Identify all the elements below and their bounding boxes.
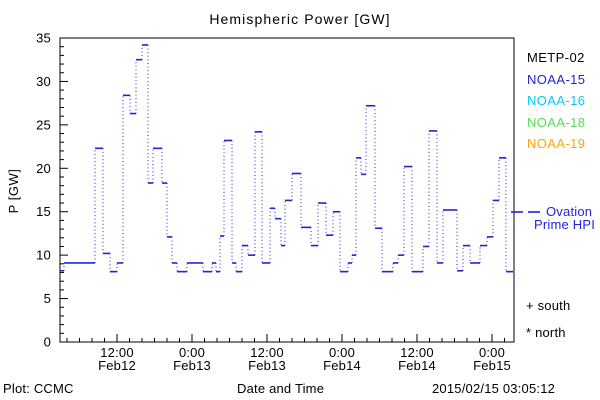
y-tick-label: 15 — [36, 204, 51, 219]
x-tick-time-label: 12:00 — [400, 345, 434, 360]
x-tick-time-label: 12:00 — [100, 345, 134, 360]
footer-timestamp: 2015/02/15 03:05:12 — [432, 381, 556, 396]
y-axis-label: P [GW] — [6, 168, 21, 214]
y-tick-label: 0 — [44, 335, 51, 350]
x-tick-time-label: 0:00 — [179, 345, 205, 360]
x-tick-date-label: Feb12 — [98, 358, 136, 373]
y-tick-labels: 0 5 10 15 20 25 30 35 — [36, 31, 51, 350]
legend-item-noaa-15: NOAA-15 — [527, 71, 586, 87]
y-tick-label: 30 — [36, 74, 51, 89]
x-tick-time-label: 0:00 — [479, 345, 505, 360]
x-tick-time-label: 12:00 — [250, 345, 284, 360]
ovation-prime-label-line2: Prime HPI — [534, 217, 596, 232]
x-tick-labels: 12:00Feb120:00Feb1312:00Feb130:00Feb1412… — [98, 345, 511, 373]
south-marker-label: + south — [526, 298, 571, 313]
y-tick-label: 25 — [36, 117, 51, 132]
y-tick-label: 5 — [44, 291, 51, 306]
legend-item-noaa-18: NOAA-18 — [527, 114, 586, 130]
north-marker-label: * north — [526, 325, 566, 340]
x-tick-date-label: Feb13 — [173, 358, 211, 373]
legend-item-metp-02: METP-02 — [527, 50, 585, 65]
y-tick-label: 35 — [36, 31, 51, 46]
x-axis-ticks — [66, 334, 505, 342]
footer-plot-source: Plot: CCMC — [3, 381, 74, 396]
hpi-step-series — [60, 44, 513, 273]
x-axis-title: Date and Time — [237, 381, 325, 396]
legend-item-noaa-19: NOAA-19 — [527, 136, 586, 151]
plot-frame — [59, 37, 515, 343]
x-tick-date-label: Feb14 — [323, 358, 361, 373]
legend: METP-02 NOAA-15 NOAA-16 NOAA-18 NOAA-19 — [527, 47, 585, 155]
x-tick-date-label: Feb13 — [248, 358, 286, 373]
y-tick-label: 10 — [36, 248, 51, 263]
y-axis-ticks — [60, 37, 68, 343]
chart-title: Hemispheric Power [GW] — [209, 11, 391, 27]
legend-item-noaa-16: NOAA-16 — [527, 93, 586, 108]
x-tick-date-label: Feb15 — [473, 358, 511, 373]
x-tick-time-label: 0:00 — [329, 345, 355, 360]
x-tick-date-label: Feb14 — [398, 358, 436, 373]
y-tick-label: 20 — [36, 161, 51, 176]
ovation-prime-label-line1: Ovation — [546, 204, 593, 219]
